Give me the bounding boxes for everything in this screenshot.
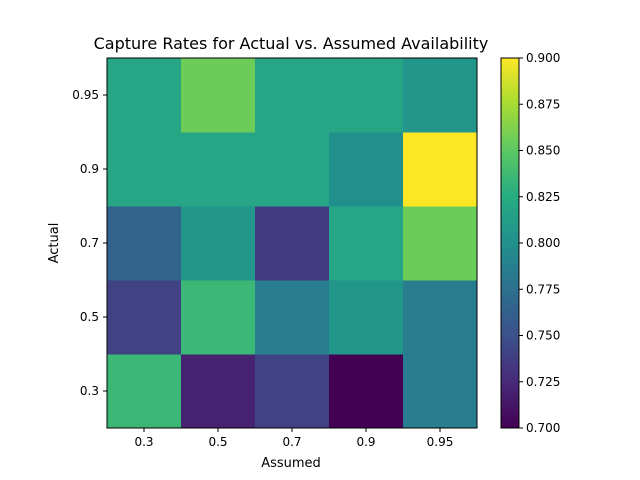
- heatmap-cell: [255, 280, 330, 355]
- heatmap-cell: [403, 280, 478, 355]
- heatmap-cell: [255, 206, 330, 281]
- heatmap-cell: [329, 354, 404, 429]
- colorbar-tick-label: 0.825: [526, 190, 560, 204]
- x-tick-label: 0.95: [427, 435, 454, 449]
- x-tick-label: 0.7: [282, 435, 301, 449]
- colorbar-tick-label: 0.875: [526, 97, 560, 111]
- heatmap-cell: [107, 280, 182, 355]
- colorbar-tick-label: 0.700: [526, 421, 560, 435]
- colorbar-tick-label: 0.900: [526, 51, 560, 65]
- heatmap-cell: [403, 354, 478, 429]
- colorbar-tick-label: 0.850: [526, 144, 560, 158]
- heatmap-cell: [403, 132, 478, 207]
- x-tick-label: 0.5: [208, 435, 227, 449]
- chart-title: Capture Rates for Actual vs. Assumed Ava…: [94, 34, 489, 53]
- heatmap-cell: [403, 58, 478, 133]
- y-tick-label: 0.95: [72, 88, 99, 102]
- x-axis-label: Assumed: [261, 456, 321, 471]
- heatmap-cell: [107, 354, 182, 429]
- heatmap-cell: [181, 280, 256, 355]
- heatmap-cell: [329, 58, 404, 133]
- heatmap-cell: [329, 280, 404, 355]
- colorbar-tick-label: 0.725: [526, 375, 560, 389]
- heatmap-cell: [255, 132, 330, 207]
- colorbar-ticks: 0.700 0.725 0.750 0.775 0.800 0.825 0.850 0.875…: [519, 51, 560, 435]
- heatmap-cell: [329, 206, 404, 281]
- heatmap-cell: [181, 206, 256, 281]
- heatmap-cell: [403, 206, 478, 281]
- colorbar: [500, 57, 520, 429]
- colorbar-tick-label: 0.750: [526, 329, 560, 343]
- y-tick-label: 0.3: [80, 384, 99, 398]
- heatmap-cell: [107, 206, 182, 281]
- y-tick-label: 0.9: [80, 162, 99, 176]
- y-tick-label: 0.5: [80, 310, 99, 324]
- heatmap-cell: [107, 58, 182, 133]
- heatmap-cell: [181, 354, 256, 429]
- heatmap-cell: [107, 132, 182, 207]
- heatmap-cells: [107, 58, 478, 429]
- colorbar-tick-label: 0.775: [526, 282, 560, 296]
- heatmap-cell: [181, 58, 256, 133]
- x-tick-label: 0.3: [134, 435, 153, 449]
- x-axis-ticks: 0.3 0.5 0.7 0.9 0.95: [134, 428, 453, 449]
- colorbar-tick-label: 0.800: [526, 236, 560, 250]
- y-axis-label: Actual: [47, 223, 62, 264]
- heatmap-cell: [329, 132, 404, 207]
- heatmap-cell: [255, 354, 330, 429]
- y-axis-ticks: 0.3 0.5 0.7 0.9 0.95: [72, 88, 107, 398]
- x-tick-label: 0.9: [356, 435, 375, 449]
- heatmap-cell: [255, 58, 330, 133]
- heatmap-cell: [181, 132, 256, 207]
- y-tick-label: 0.7: [80, 236, 99, 250]
